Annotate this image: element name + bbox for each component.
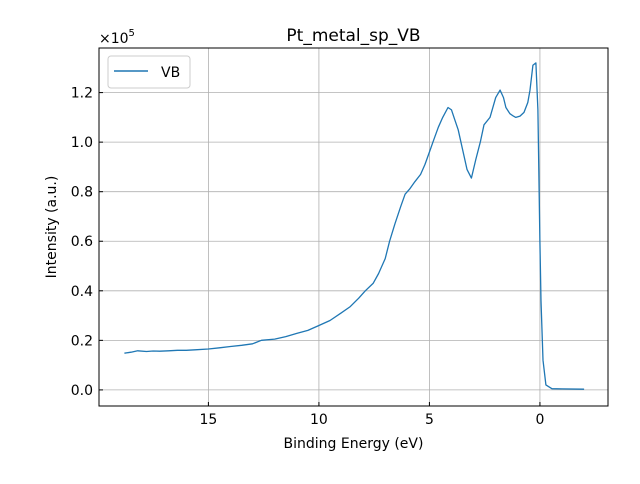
y-axis-label: Intensity (a.u.) <box>44 176 60 279</box>
x-tick-label: 15 <box>199 412 217 428</box>
x-axis-label: Binding Energy (eV) <box>284 436 424 452</box>
plot-frame <box>98 47 609 407</box>
y-tick-label: 0.8 <box>71 185 93 201</box>
legend-label-vb: VB <box>161 65 180 81</box>
series-line-vb <box>124 62 585 390</box>
legend: VB <box>107 55 191 89</box>
y-tick-label: 0.6 <box>71 234 93 250</box>
legend-box <box>107 55 191 89</box>
y-tick-label: 0.2 <box>71 333 93 349</box>
series-layer <box>124 62 585 390</box>
y-tick-label: 0.4 <box>71 284 93 300</box>
x-tick-label: 0 <box>535 412 544 428</box>
chart-title: Pt_metal_sp_VB <box>286 26 420 46</box>
ticks: 15 10 5 0 0.0 0.2 0.4 0.6 0.8 1.0 1.2 <box>71 86 545 428</box>
y-tick-label: 1.2 <box>71 86 93 102</box>
y-tick-label: 1.0 <box>71 135 93 151</box>
grid-lines <box>99 48 608 406</box>
x-tick-label: 10 <box>310 412 328 428</box>
y-multiplier: ×105 <box>99 28 135 47</box>
x-tick-label: 5 <box>425 412 434 428</box>
y-tick-label: 0.0 <box>71 383 93 399</box>
